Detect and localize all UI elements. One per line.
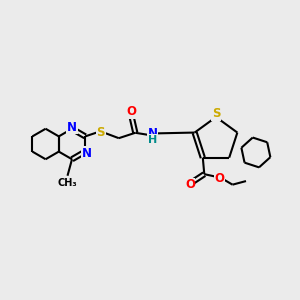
Text: CH₃: CH₃ — [58, 178, 77, 188]
Text: O: O — [127, 105, 137, 118]
Text: N: N — [147, 127, 158, 140]
Text: S: S — [97, 126, 105, 139]
Text: H: H — [148, 135, 157, 145]
Text: O: O — [214, 172, 224, 185]
Text: S: S — [212, 107, 220, 120]
Text: N: N — [67, 121, 77, 134]
Text: N: N — [81, 147, 92, 160]
Text: O: O — [185, 178, 195, 191]
